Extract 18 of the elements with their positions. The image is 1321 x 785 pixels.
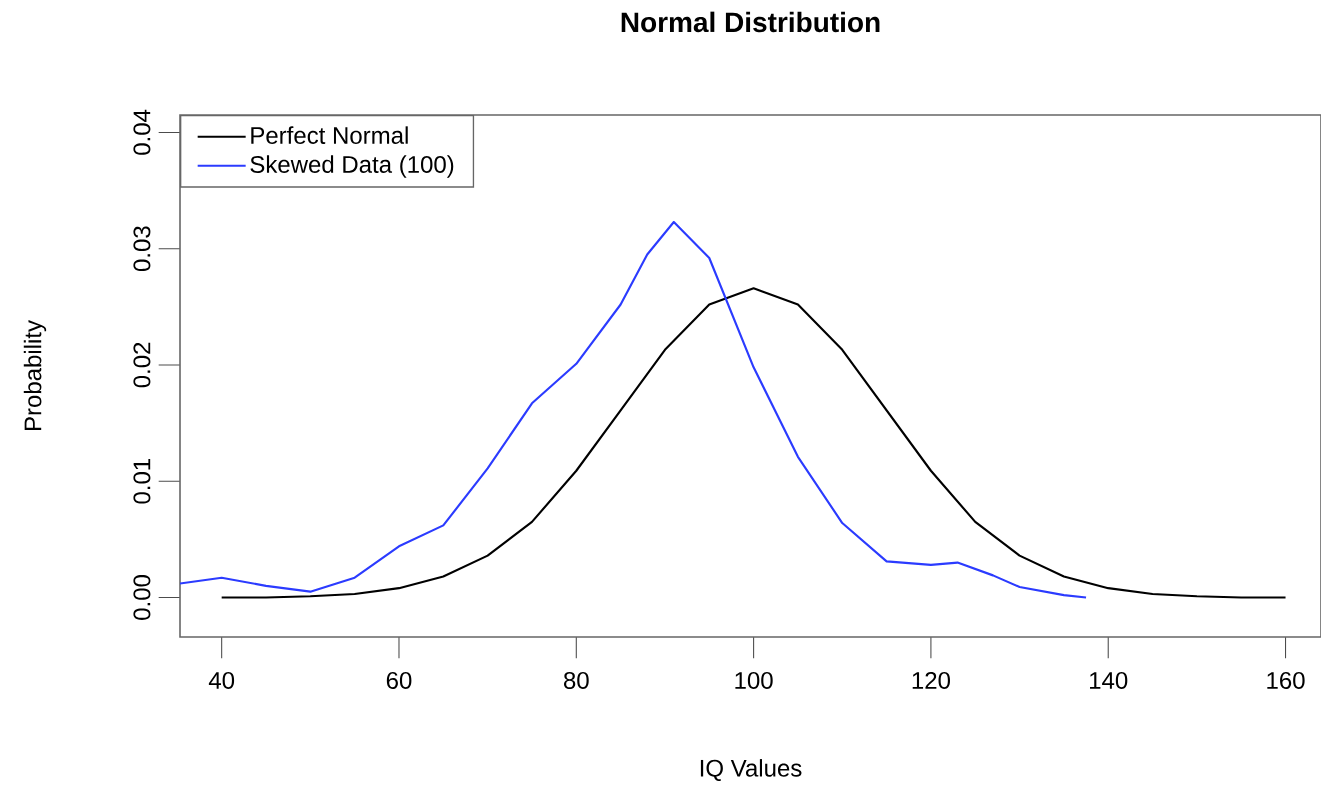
x-tick-label: 80 xyxy=(563,671,589,689)
y-tick-label: 0.04 xyxy=(133,109,151,155)
y-tick-label: 0.00 xyxy=(133,575,151,620)
y-tick-label: 0.03 xyxy=(133,226,151,272)
y-axis-title: Probability xyxy=(23,320,47,431)
x-tick-label: 40 xyxy=(208,671,235,689)
x-tick-label: 100 xyxy=(735,671,773,689)
chart-title: Normal Distribution xyxy=(621,11,880,33)
x-tick-label: 120 xyxy=(912,671,950,689)
y-tick-label: 0.01 xyxy=(133,459,151,504)
y-tick-label: 0.02 xyxy=(133,342,151,388)
x-tick-label: 140 xyxy=(1090,671,1128,689)
x-axis-title: IQ Values xyxy=(700,759,802,782)
line-series xyxy=(180,220,1088,599)
x-tick-label: 160 xyxy=(1267,671,1305,689)
legend-label: Perfect Normal xyxy=(251,126,408,144)
legend-label: Skewed Data (100) xyxy=(250,155,454,178)
x-tick-label: 60 xyxy=(386,671,412,689)
